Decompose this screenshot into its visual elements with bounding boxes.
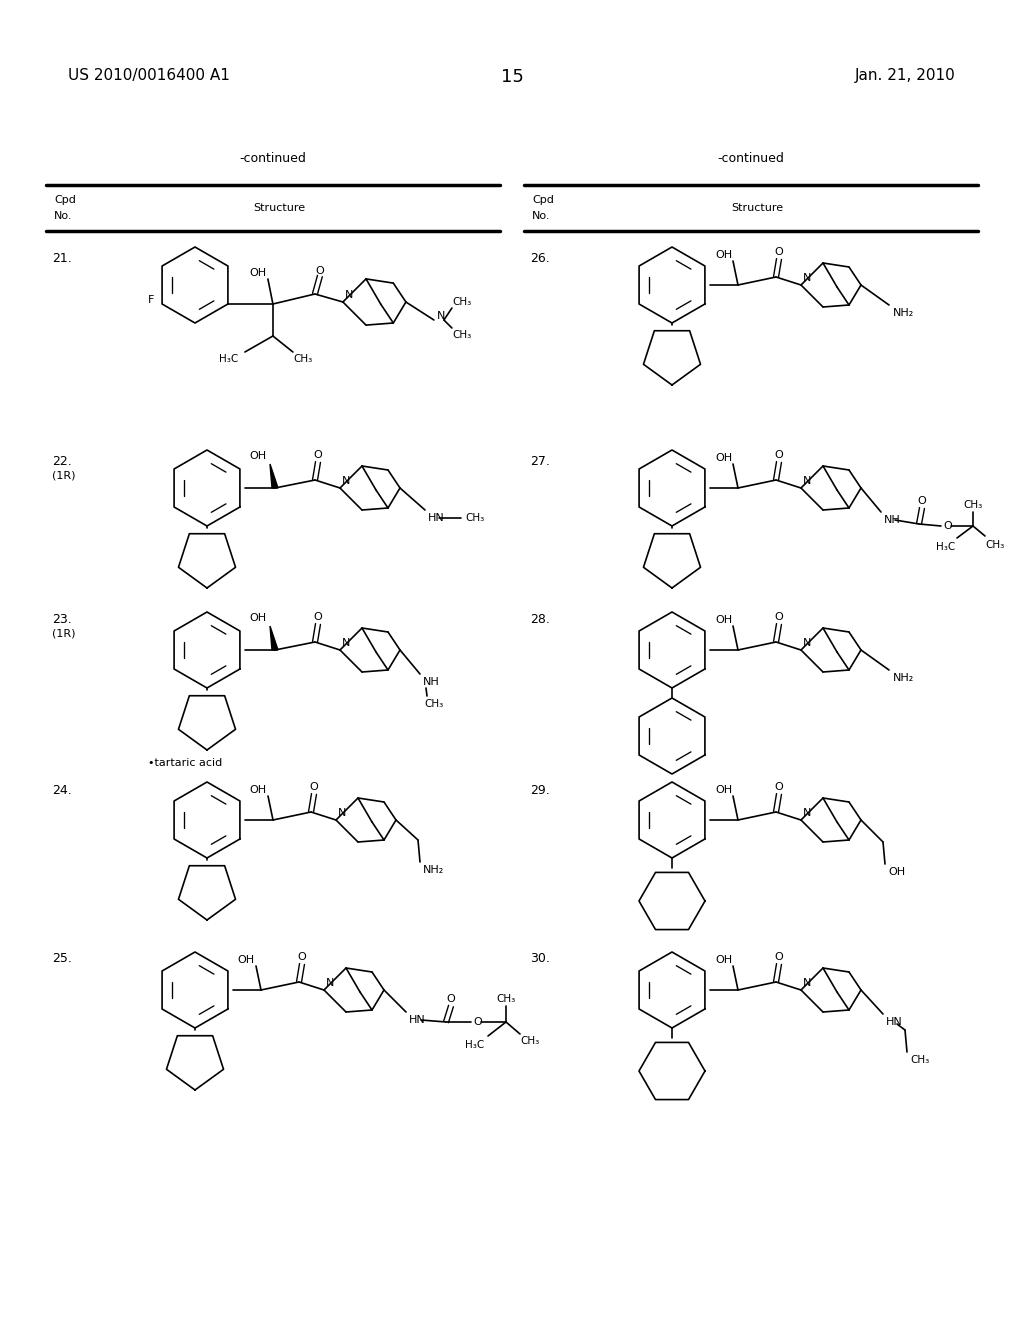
Text: HN: HN xyxy=(428,513,444,523)
Text: 29.: 29. xyxy=(530,784,550,797)
Text: 24.: 24. xyxy=(52,784,72,797)
Text: CH₃: CH₃ xyxy=(985,540,1005,550)
Text: O: O xyxy=(774,450,783,459)
Text: US 2010/0016400 A1: US 2010/0016400 A1 xyxy=(68,69,229,83)
Text: N: N xyxy=(338,808,346,818)
Text: CH₃: CH₃ xyxy=(452,297,471,308)
Text: CH₃: CH₃ xyxy=(424,700,443,709)
Text: 15: 15 xyxy=(501,69,523,86)
Text: -continued: -continued xyxy=(240,152,306,165)
Text: No.: No. xyxy=(532,211,551,220)
Text: F: F xyxy=(147,294,154,305)
Text: CH₃: CH₃ xyxy=(520,1036,540,1045)
Text: -continued: -continued xyxy=(718,152,784,165)
Text: O: O xyxy=(313,450,323,459)
Text: O: O xyxy=(309,781,318,792)
Text: OH: OH xyxy=(715,249,732,260)
Text: OH: OH xyxy=(250,612,267,623)
Text: OH: OH xyxy=(715,954,732,965)
Text: O: O xyxy=(943,521,951,531)
Text: N: N xyxy=(345,290,353,300)
Text: 27.: 27. xyxy=(530,455,550,469)
Text: N: N xyxy=(803,978,811,987)
Text: NH₂: NH₂ xyxy=(893,308,914,318)
Text: O: O xyxy=(774,247,783,257)
Text: N: N xyxy=(342,638,350,648)
Text: O: O xyxy=(446,994,456,1005)
Text: N: N xyxy=(803,273,811,282)
Text: 22.: 22. xyxy=(52,455,72,469)
Text: N: N xyxy=(803,477,811,486)
Text: 30.: 30. xyxy=(530,952,550,965)
Text: O: O xyxy=(774,612,783,622)
Text: (1R): (1R) xyxy=(52,630,76,639)
Text: 28.: 28. xyxy=(530,612,550,626)
Text: OH: OH xyxy=(888,867,905,876)
Text: OH: OH xyxy=(715,453,732,463)
Text: Cpd: Cpd xyxy=(54,195,76,205)
Text: HN: HN xyxy=(409,1015,426,1026)
Text: CH₃: CH₃ xyxy=(910,1055,929,1065)
Text: 25.: 25. xyxy=(52,952,72,965)
Text: CH₃: CH₃ xyxy=(465,513,484,523)
Text: 21.: 21. xyxy=(52,252,72,265)
Text: HN: HN xyxy=(886,1016,903,1027)
Text: Cpd: Cpd xyxy=(532,195,554,205)
Text: (1R): (1R) xyxy=(52,471,76,480)
Text: OH: OH xyxy=(250,451,267,461)
Text: O: O xyxy=(313,612,323,622)
Text: OH: OH xyxy=(238,954,255,965)
Text: O: O xyxy=(918,496,927,506)
Text: N: N xyxy=(437,312,445,321)
Text: OH: OH xyxy=(250,785,267,795)
Polygon shape xyxy=(270,626,278,649)
Text: O: O xyxy=(774,781,783,792)
Text: CH₃: CH₃ xyxy=(964,500,983,510)
Text: OH: OH xyxy=(715,615,732,624)
Text: Structure: Structure xyxy=(253,203,305,213)
Text: 23.: 23. xyxy=(52,612,72,626)
Text: NH: NH xyxy=(423,677,439,686)
Text: O: O xyxy=(473,1016,481,1027)
Text: No.: No. xyxy=(54,211,73,220)
Polygon shape xyxy=(270,465,278,488)
Text: CH₃: CH₃ xyxy=(452,330,471,341)
Text: O: O xyxy=(298,952,306,962)
Text: 26.: 26. xyxy=(530,252,550,265)
Text: OH: OH xyxy=(250,268,267,279)
Text: OH: OH xyxy=(715,785,732,795)
Text: H₃C: H₃C xyxy=(219,354,238,364)
Text: N: N xyxy=(326,978,335,987)
Text: CH₃: CH₃ xyxy=(497,994,516,1005)
Text: CH₃: CH₃ xyxy=(293,354,312,364)
Text: H₃C: H₃C xyxy=(465,1040,484,1049)
Text: N: N xyxy=(803,638,811,648)
Text: •tartaric acid: •tartaric acid xyxy=(148,758,222,768)
Text: NH₂: NH₂ xyxy=(423,865,444,875)
Text: Jan. 21, 2010: Jan. 21, 2010 xyxy=(855,69,956,83)
Text: N: N xyxy=(342,477,350,486)
Text: O: O xyxy=(315,267,325,276)
Text: Structure: Structure xyxy=(731,203,783,213)
Text: NH: NH xyxy=(884,515,901,525)
Text: H₃C: H₃C xyxy=(936,543,955,552)
Text: N: N xyxy=(803,808,811,818)
Text: NH₂: NH₂ xyxy=(893,673,914,682)
Text: O: O xyxy=(774,952,783,962)
